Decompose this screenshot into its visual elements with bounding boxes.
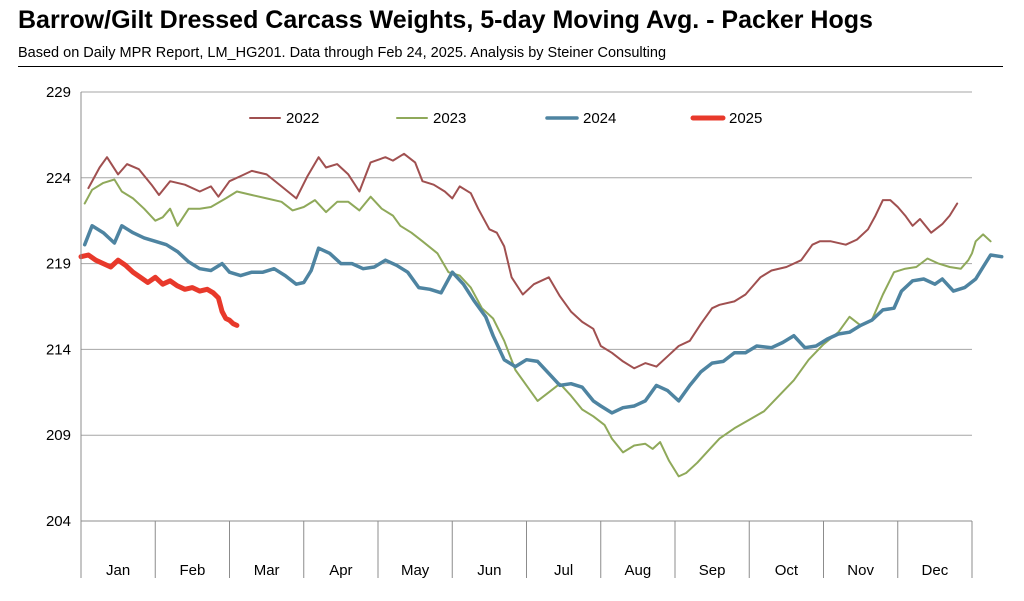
x-tick-label: Jan [106, 562, 130, 579]
axes [80, 92, 972, 578]
x-tick-label: Nov [847, 562, 874, 579]
y-tick-label: 224 [46, 170, 71, 187]
x-tick-label: May [401, 562, 430, 579]
chart-subtitle: Based on Daily MPR Report, LM_HG201. Dat… [18, 45, 667, 61]
title-divider [18, 66, 1003, 67]
y-tick-label: 204 [46, 513, 71, 530]
chart-title: Barrow/Gilt Dressed Carcass Weights, 5-d… [18, 6, 873, 34]
x-tick-label: Mar [254, 562, 280, 579]
legend-label-2024: 2024 [583, 110, 616, 127]
legend-label-2023: 2023 [433, 110, 466, 127]
x-tick-label: Apr [329, 562, 352, 579]
x-tick-label: Jun [477, 562, 501, 579]
x-tick-label: Sep [699, 562, 726, 579]
y-tick-label: 214 [46, 341, 71, 358]
series-lines [78, 152, 1004, 478]
grid-lines [81, 91, 972, 522]
legend: 2022 2023 2024 2025 [249, 110, 762, 127]
y-tick-label: 219 [46, 256, 71, 273]
legend-label-2025: 2025 [729, 110, 762, 127]
y-tick-label: 209 [46, 427, 71, 444]
x-tick-label: Dec [922, 562, 949, 579]
x-axis-ticks: Jan Feb Mar Apr May Jun Jul Aug Sep Oct Nov Dec [80, 521, 973, 579]
series-line-2022 [87, 152, 959, 370]
series-line-2024 [82, 224, 1004, 415]
x-tick-label: Aug [625, 562, 652, 579]
legend-label-2022: 2022 [286, 110, 319, 127]
y-axis-ticks: 204 209 214 219 224 229 [46, 84, 71, 530]
x-tick-label: Jul [554, 562, 573, 579]
x-tick-label: Feb [179, 562, 205, 579]
y-tick-label: 229 [46, 84, 71, 101]
x-tick-label: Oct [775, 562, 799, 579]
series-line-2025 [78, 252, 240, 328]
